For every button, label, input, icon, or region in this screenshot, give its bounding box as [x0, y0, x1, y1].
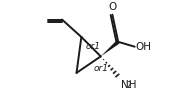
Text: or1: or1: [94, 64, 109, 73]
Text: OH: OH: [136, 42, 152, 52]
Text: O: O: [108, 2, 116, 12]
Text: or1: or1: [85, 42, 100, 51]
Text: NH: NH: [121, 80, 137, 90]
Text: 2: 2: [126, 81, 131, 90]
Polygon shape: [101, 40, 120, 56]
